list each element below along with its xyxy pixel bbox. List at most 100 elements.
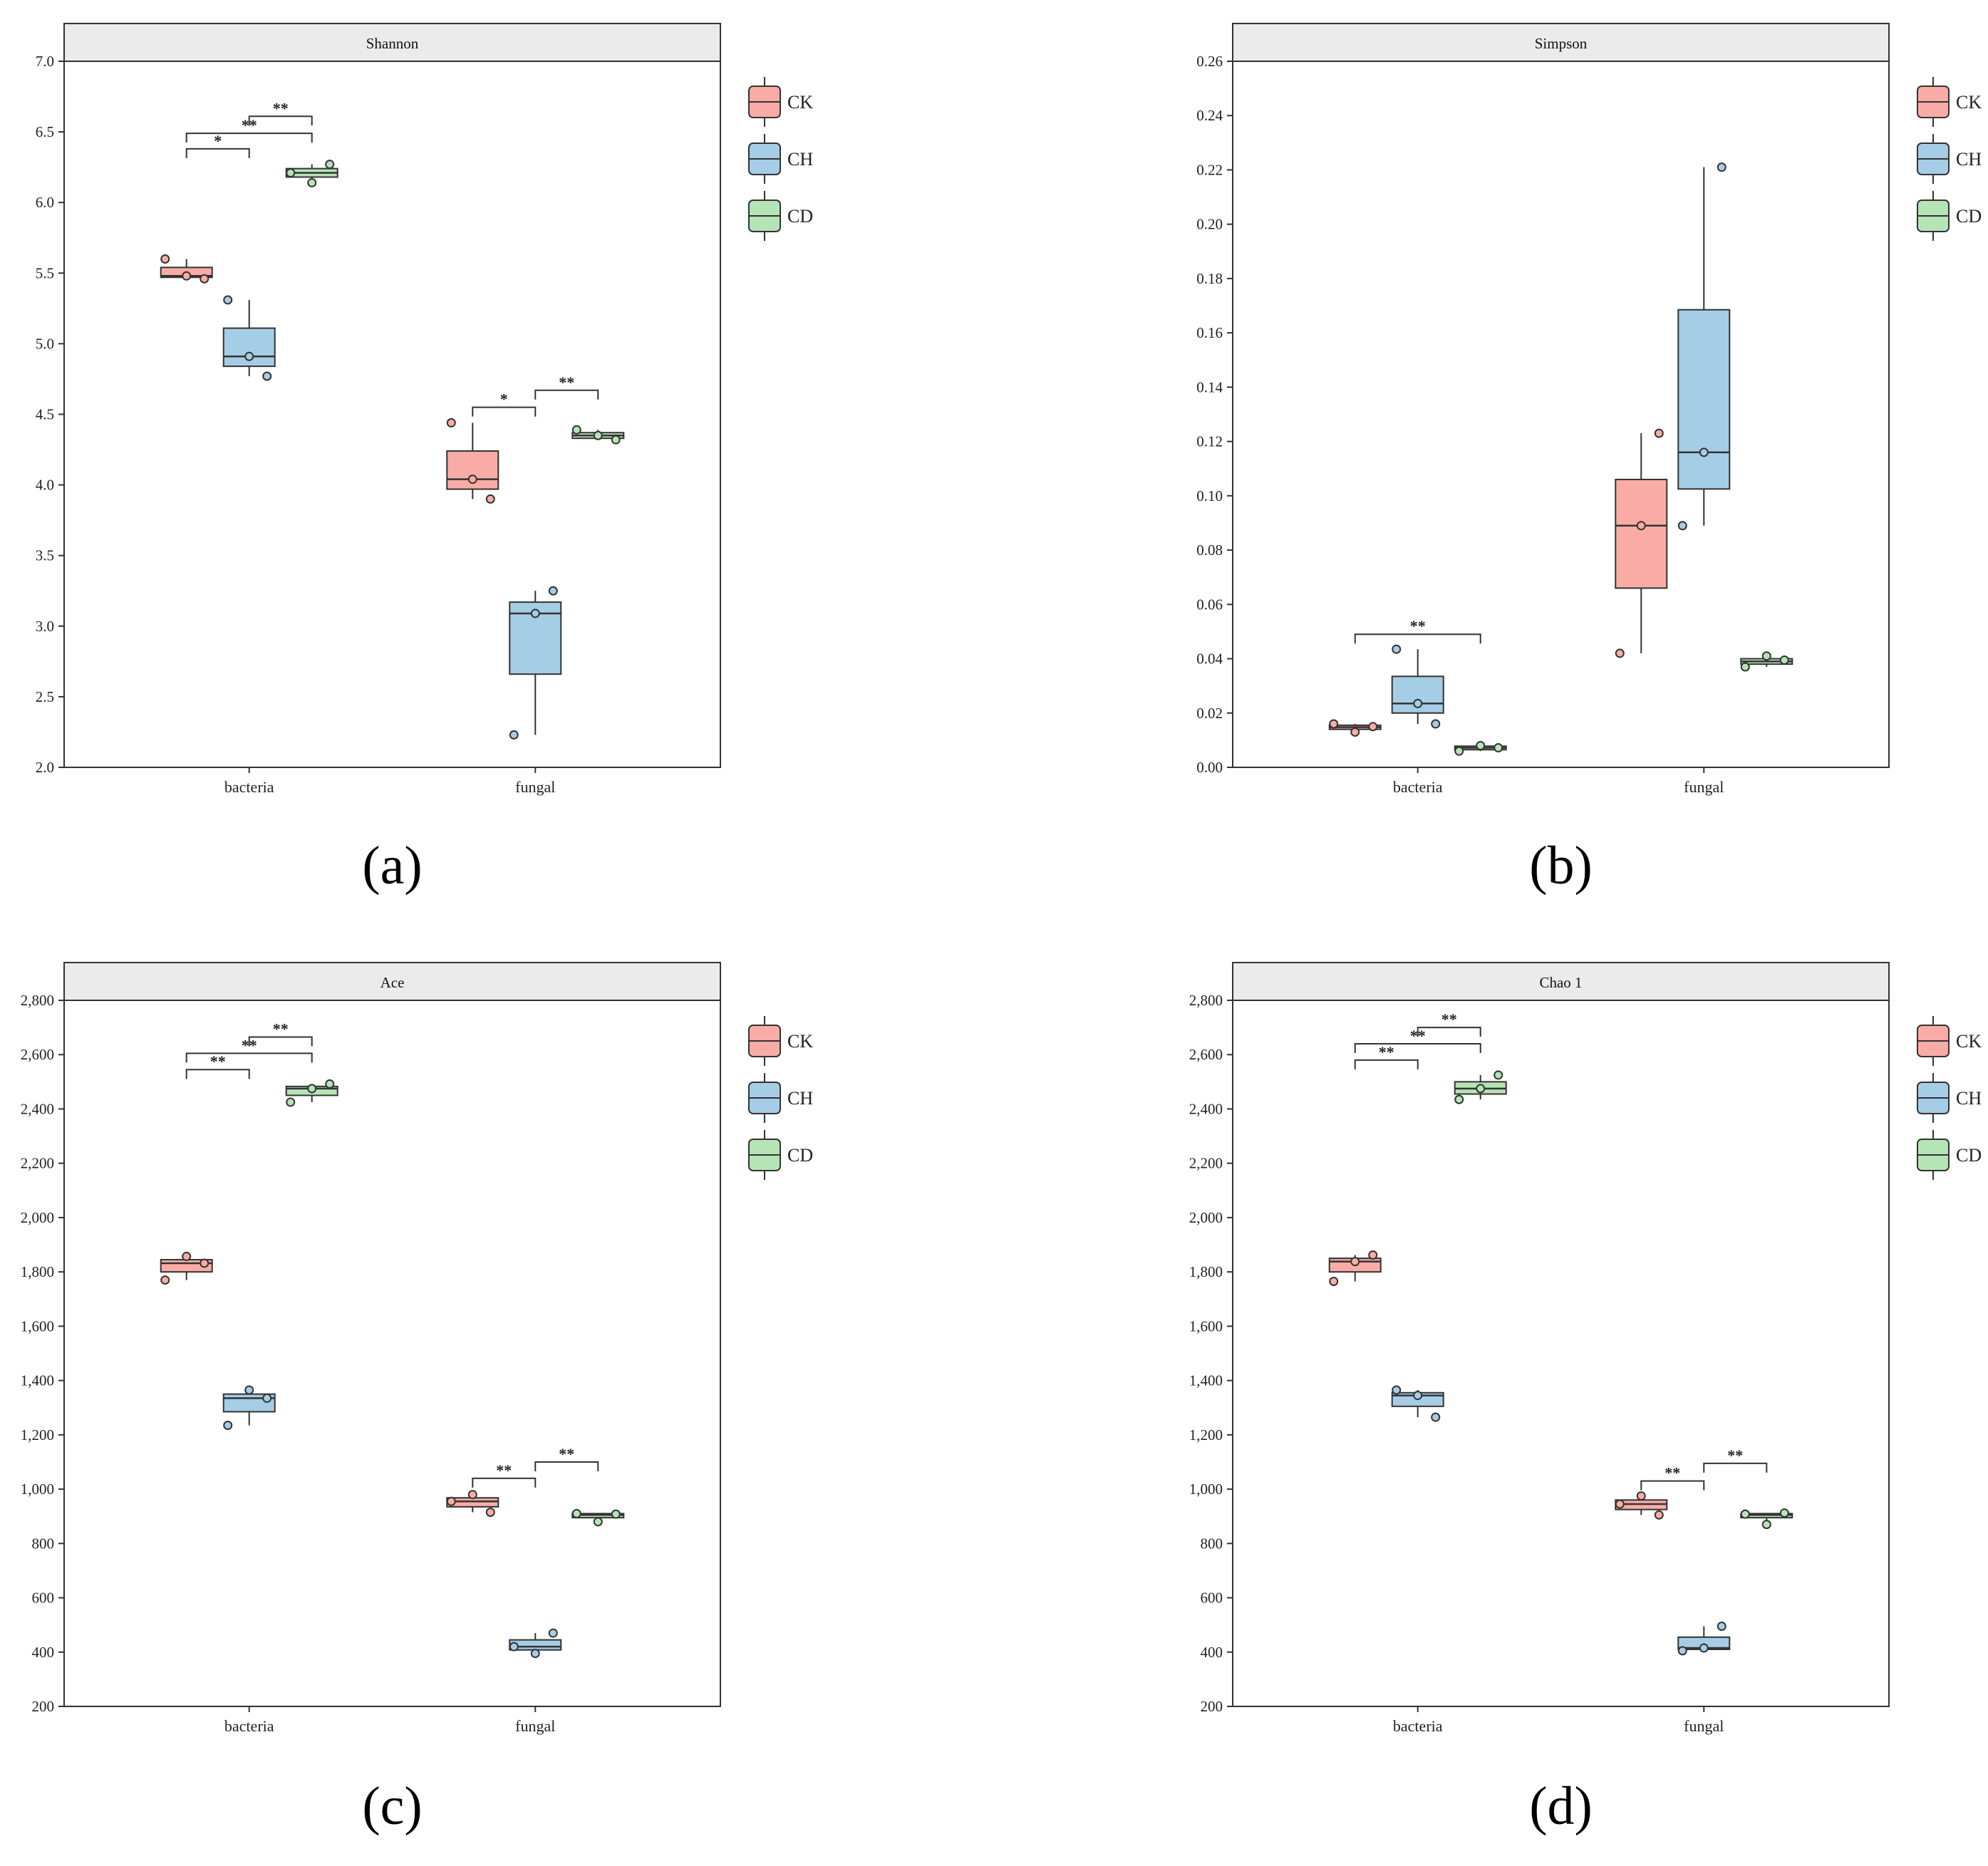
bracket-line: [1354, 1042, 1481, 1053]
data-point: [325, 1079, 335, 1089]
y-tick-label: 1,400: [1189, 1372, 1223, 1389]
bracket-line: [1354, 1059, 1419, 1069]
bracket-line: [185, 147, 250, 158]
legend-item-cd: CD: [748, 1130, 813, 1180]
y-tick-label: 2,600: [1189, 1046, 1223, 1063]
y-tick-label: 0.08: [1196, 541, 1223, 559]
data-point: [571, 1508, 581, 1518]
significance-label: **: [1727, 1446, 1743, 1464]
legend-label: CK: [1956, 92, 1982, 113]
data-point: [1454, 746, 1464, 756]
y-tick-label: 0.14: [1196, 378, 1223, 395]
data-point: [1677, 1646, 1687, 1656]
box-ck-fungal: [1615, 1491, 1668, 1520]
y-tick-label: 2,000: [21, 1209, 54, 1226]
data-point: [485, 1507, 495, 1517]
box-ck-bacteria: [160, 1251, 213, 1285]
legend-item-cd: CD: [1917, 1130, 1982, 1180]
y-tick-label: 1,200: [21, 1426, 54, 1443]
data-point: [1636, 521, 1646, 531]
bracket-line: [1417, 1027, 1481, 1037]
data-point: [611, 1509, 621, 1519]
y-tick-label: 5.0: [36, 335, 54, 352]
box-ck-bacteria: [160, 254, 213, 284]
data-point: [262, 371, 272, 381]
data-point: [467, 1490, 477, 1500]
significance-bracket: **: [1354, 617, 1481, 644]
y-tick-label: 4.5: [36, 406, 54, 423]
data-point: [611, 435, 621, 445]
panel-label: (b): [1529, 836, 1593, 896]
x-category-label: bacteria: [224, 778, 274, 796]
significance-bracket: **: [1640, 1464, 1705, 1491]
panel-header: [1232, 23, 1890, 62]
data-point: [160, 254, 170, 264]
legend-label: CK: [787, 92, 813, 113]
box-ck-fungal: [446, 1490, 499, 1517]
y-tick-label: 1,400: [21, 1372, 54, 1389]
data-point: [160, 1275, 170, 1285]
data-point: [1654, 428, 1664, 438]
y-tick-label: 2,000: [1189, 1209, 1223, 1226]
data-point: [325, 160, 335, 170]
data-point: [1368, 1250, 1378, 1260]
panel-shannon: Shannon 2.0 2.5 3.0 3.5 4.0 4.5 5.0 5.5 6.0 6.5 7.0…: [36, 23, 813, 896]
legend-item-ck: CK: [1917, 1016, 1982, 1066]
panel-title: Shannon: [366, 35, 419, 52]
x-category-label: fungal: [1684, 778, 1724, 796]
bracket-line: [248, 115, 313, 126]
box-cd-bacteria: [285, 1079, 338, 1107]
data-point: [530, 1649, 540, 1659]
box-ck-bacteria: [1328, 1250, 1382, 1286]
data-point: [244, 351, 254, 361]
plot-frame: [1232, 61, 1890, 768]
panel-label: (d): [1529, 1776, 1593, 1836]
data-point: [1761, 651, 1771, 661]
data-point: [485, 494, 495, 504]
y-tick-label: 1,600: [1189, 1317, 1223, 1334]
y-tick-label: 3.0: [36, 618, 54, 635]
y-tick-label: 0.22: [1196, 161, 1223, 178]
y-tick-label: 2.0: [36, 759, 54, 776]
bracket-line: [472, 1477, 537, 1488]
panel-title: Simpson: [1535, 35, 1588, 52]
significance-bracket: **: [534, 1445, 599, 1471]
significance-label: **: [273, 1020, 289, 1037]
bracket-line: [185, 133, 313, 143]
y-tick-label: 2.5: [36, 688, 54, 705]
y-tick-label: 800: [32, 1535, 55, 1552]
data-point: [1350, 1257, 1360, 1267]
data-point: [182, 1251, 192, 1261]
y-tick-label: 0.18: [1196, 270, 1223, 287]
legend-item-ck: CK: [748, 1016, 813, 1066]
data-point: [548, 586, 558, 596]
box-cd-fungal: [571, 425, 625, 445]
y-tick-label: 6.5: [36, 123, 54, 140]
data-point: [1717, 162, 1726, 172]
bracket-line: [472, 406, 537, 417]
data-point: [1493, 1070, 1503, 1080]
data-point: [307, 177, 317, 187]
data-point: [1493, 743, 1503, 753]
x-category-label: bacteria: [1393, 778, 1443, 796]
significance-label: **: [559, 1445, 574, 1463]
significance-label: *: [214, 132, 222, 150]
y-tick-label: 1,600: [21, 1317, 54, 1334]
data-point: [593, 430, 603, 440]
x-category-label: fungal: [515, 1717, 555, 1735]
data-point: [1329, 1276, 1339, 1286]
box-ch-fungal: [1677, 162, 1731, 531]
y-tick-label: 200: [1201, 1698, 1223, 1715]
data-point: [1761, 1520, 1771, 1530]
box-ch-bacteria: [1391, 1385, 1444, 1422]
legend-item-ch: CH: [1917, 1073, 1982, 1123]
legend-item-ch: CH: [748, 1073, 813, 1123]
significance-bracket: **: [248, 99, 313, 126]
data-point: [244, 1385, 254, 1395]
significance-bracket: **: [1417, 1010, 1481, 1037]
legend-item-ch: CH: [1917, 134, 1982, 184]
y-tick-label: 0.16: [1196, 324, 1223, 341]
data-point: [286, 168, 296, 178]
y-tick-label: 0.12: [1196, 433, 1223, 450]
data-point: [1431, 719, 1441, 729]
